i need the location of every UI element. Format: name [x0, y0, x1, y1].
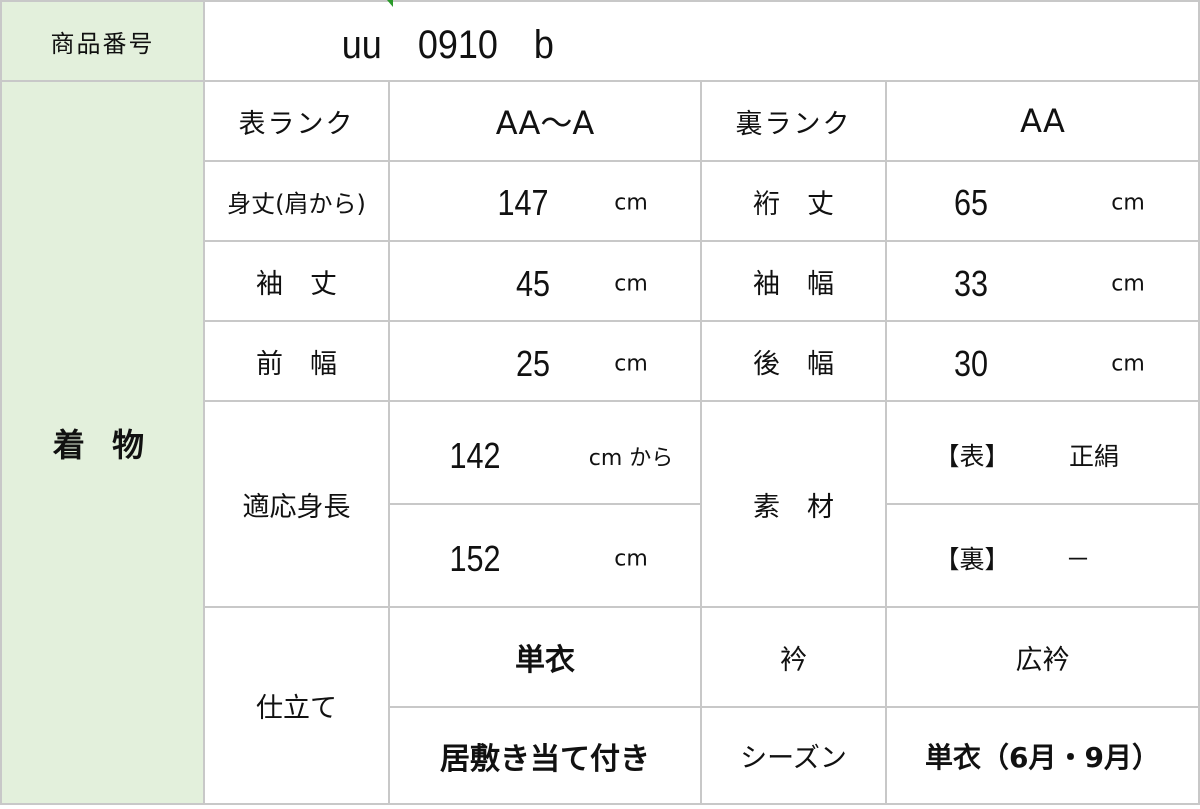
height-label-cell: 適応身長	[205, 402, 390, 608]
sodetake-value: 45	[515, 263, 551, 304]
season-label: シーズン	[740, 743, 847, 774]
front-rank-label-cell: 表ランク	[205, 82, 390, 162]
mitake-unit: cm	[614, 190, 648, 216]
material-back-value: －	[1065, 545, 1091, 574]
collar-label-cell: 衿	[702, 608, 887, 708]
mitake-label-cell: 身丈(肩から)	[205, 162, 390, 242]
ushirohaba-label-cell: 後 幅	[702, 322, 887, 402]
yuki-value-cell	[887, 162, 1200, 242]
sodehaba-label: 袖 幅	[753, 268, 834, 300]
ushirohaba-value-cell	[887, 322, 1200, 402]
material-label-cell: 素 材	[702, 402, 887, 608]
ushirohaba-unit: cm	[1111, 351, 1145, 377]
sodehaba-value-cell	[887, 242, 1200, 322]
section-label: 着 物	[52, 425, 153, 464]
kimono-section-cell: 着 物	[0, 82, 205, 805]
cell-comment-marker	[387, 0, 393, 7]
yuki-label-cell: 裄 丈	[702, 162, 887, 242]
sodetake-label: 袖 丈	[256, 268, 337, 300]
sodetake-value-cell	[390, 242, 702, 322]
material-front-cell	[887, 402, 1200, 505]
sodehaba-label-cell: 袖 幅	[702, 242, 887, 322]
product-number-label: 商品番号	[50, 29, 155, 58]
ushirohaba-value: 30	[953, 343, 989, 384]
height-from-unit: cm から	[588, 446, 674, 471]
product-number-value-cell: uu 0910 b	[205, 0, 1200, 82]
material-back-tag: 【裏】	[934, 545, 1010, 574]
yuki-label: 裄 丈	[753, 188, 834, 220]
height-from-cell	[390, 402, 702, 505]
front-rank-value-cell: AA～A	[390, 82, 702, 162]
collar-value: 広衿	[1015, 644, 1070, 676]
season-value: 単衣（6月・9月）	[925, 740, 1160, 774]
tailoring-extra: 居敷き当て付き	[440, 741, 650, 777]
maehaba-value: 25	[515, 343, 551, 384]
tailoring-type-cell: 単衣	[390, 608, 702, 708]
sodetake-unit: cm	[614, 271, 648, 297]
product-number-label-cell: 商品番号	[0, 0, 205, 82]
sodehaba-value: 33	[953, 263, 989, 304]
mitake-label: 身丈(肩から)	[227, 189, 366, 218]
height-to-value: 152	[449, 538, 501, 579]
maehaba-label-cell: 前 幅	[205, 322, 390, 402]
back-rank-label-cell: 裏ランク	[702, 82, 887, 162]
mitake-value: 147	[497, 182, 549, 223]
collar-value-cell: 広衿	[887, 608, 1200, 708]
yuki-value: 65	[953, 182, 989, 223]
height-to-unit: cm	[614, 546, 648, 572]
front-rank-label: 表ランク	[238, 108, 355, 140]
height-to-cell	[390, 505, 702, 608]
season-value-cell: 単衣（6月・9月）	[887, 708, 1200, 805]
back-rank-value: AA	[1020, 102, 1065, 140]
tailoring-type: 単衣	[515, 643, 575, 678]
maehaba-label: 前 幅	[256, 348, 337, 380]
mitake-value-cell	[390, 162, 702, 242]
sodehaba-unit: cm	[1111, 271, 1145, 297]
yuki-unit: cm	[1111, 190, 1145, 216]
sodetake-label-cell: 袖 丈	[205, 242, 390, 322]
season-label-cell: シーズン	[702, 708, 887, 805]
product-number-value: uu 0910 b	[341, 23, 554, 67]
material-front-tag: 【表】	[934, 442, 1010, 471]
material-front-value: 正絹	[1068, 442, 1120, 471]
maehaba-value-cell	[390, 322, 702, 402]
tailoring-extra-cell: 居敷き当て付き	[390, 708, 702, 805]
maehaba-unit: cm	[614, 351, 648, 377]
front-rank-value: AA～A	[495, 104, 595, 142]
material-label: 素 材	[753, 491, 834, 523]
back-rank-label: 裏ランク	[735, 108, 852, 140]
material-back-cell	[887, 505, 1200, 608]
ushirohaba-label: 後 幅	[753, 348, 834, 380]
tailoring-label: 仕立て	[256, 693, 337, 724]
height-label: 適応身長	[242, 491, 351, 523]
collar-label: 衿	[780, 644, 807, 676]
height-from-value: 142	[449, 435, 501, 476]
back-rank-value-cell: AA	[887, 82, 1200, 162]
tailoring-label-cell: 仕立て	[205, 608, 390, 805]
